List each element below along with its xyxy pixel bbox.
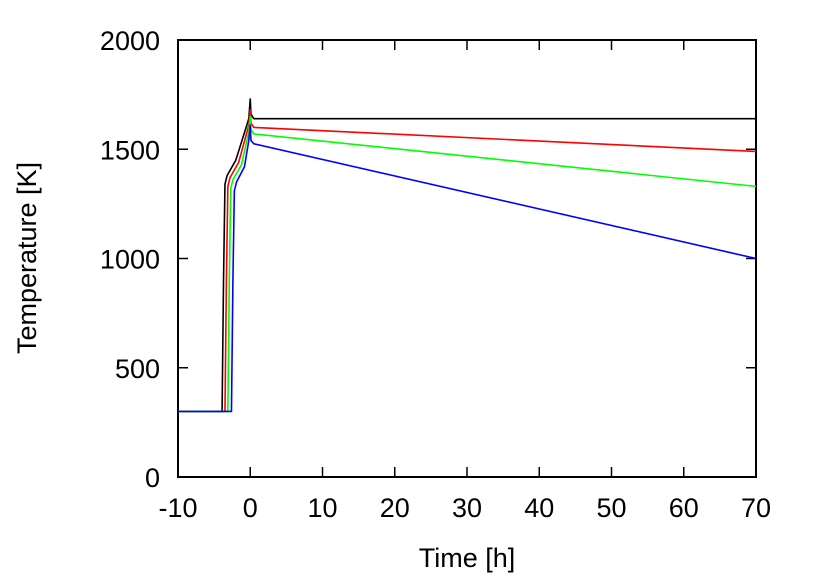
y-tick-label: 1500 xyxy=(100,135,160,165)
y-tick-label: 500 xyxy=(115,354,160,384)
x-axis-ticks: -10 0 10 20 30 40 50 60 70 xyxy=(158,40,771,523)
plot-frame xyxy=(177,39,757,478)
series-line-2 xyxy=(178,109,757,413)
x-tick-label: -10 xyxy=(158,493,197,523)
x-tick-label: 10 xyxy=(307,493,337,523)
y-tick-label: 1000 xyxy=(100,245,160,275)
x-tick-label: 20 xyxy=(380,493,410,523)
y-tick-label: 2000 xyxy=(100,26,160,56)
series-line-1 xyxy=(178,98,756,413)
series-line-3 xyxy=(178,115,757,413)
y-tick-label: 0 xyxy=(145,463,160,493)
x-tick-label: 60 xyxy=(669,493,699,523)
x-tick-label: 40 xyxy=(524,493,554,523)
x-axis-label: Time [h] xyxy=(419,543,516,573)
x-tick-label: 30 xyxy=(452,493,482,523)
x-tick-label: 0 xyxy=(243,493,258,523)
series-line-4 xyxy=(178,124,757,413)
x-tick-label: 70 xyxy=(741,493,771,523)
y-axis-ticks: 0 500 1000 1500 2000 xyxy=(100,26,756,493)
x-tick-label: 50 xyxy=(596,493,626,523)
series-layer xyxy=(178,98,757,413)
y-axis-label: Temperature [K] xyxy=(12,162,42,354)
